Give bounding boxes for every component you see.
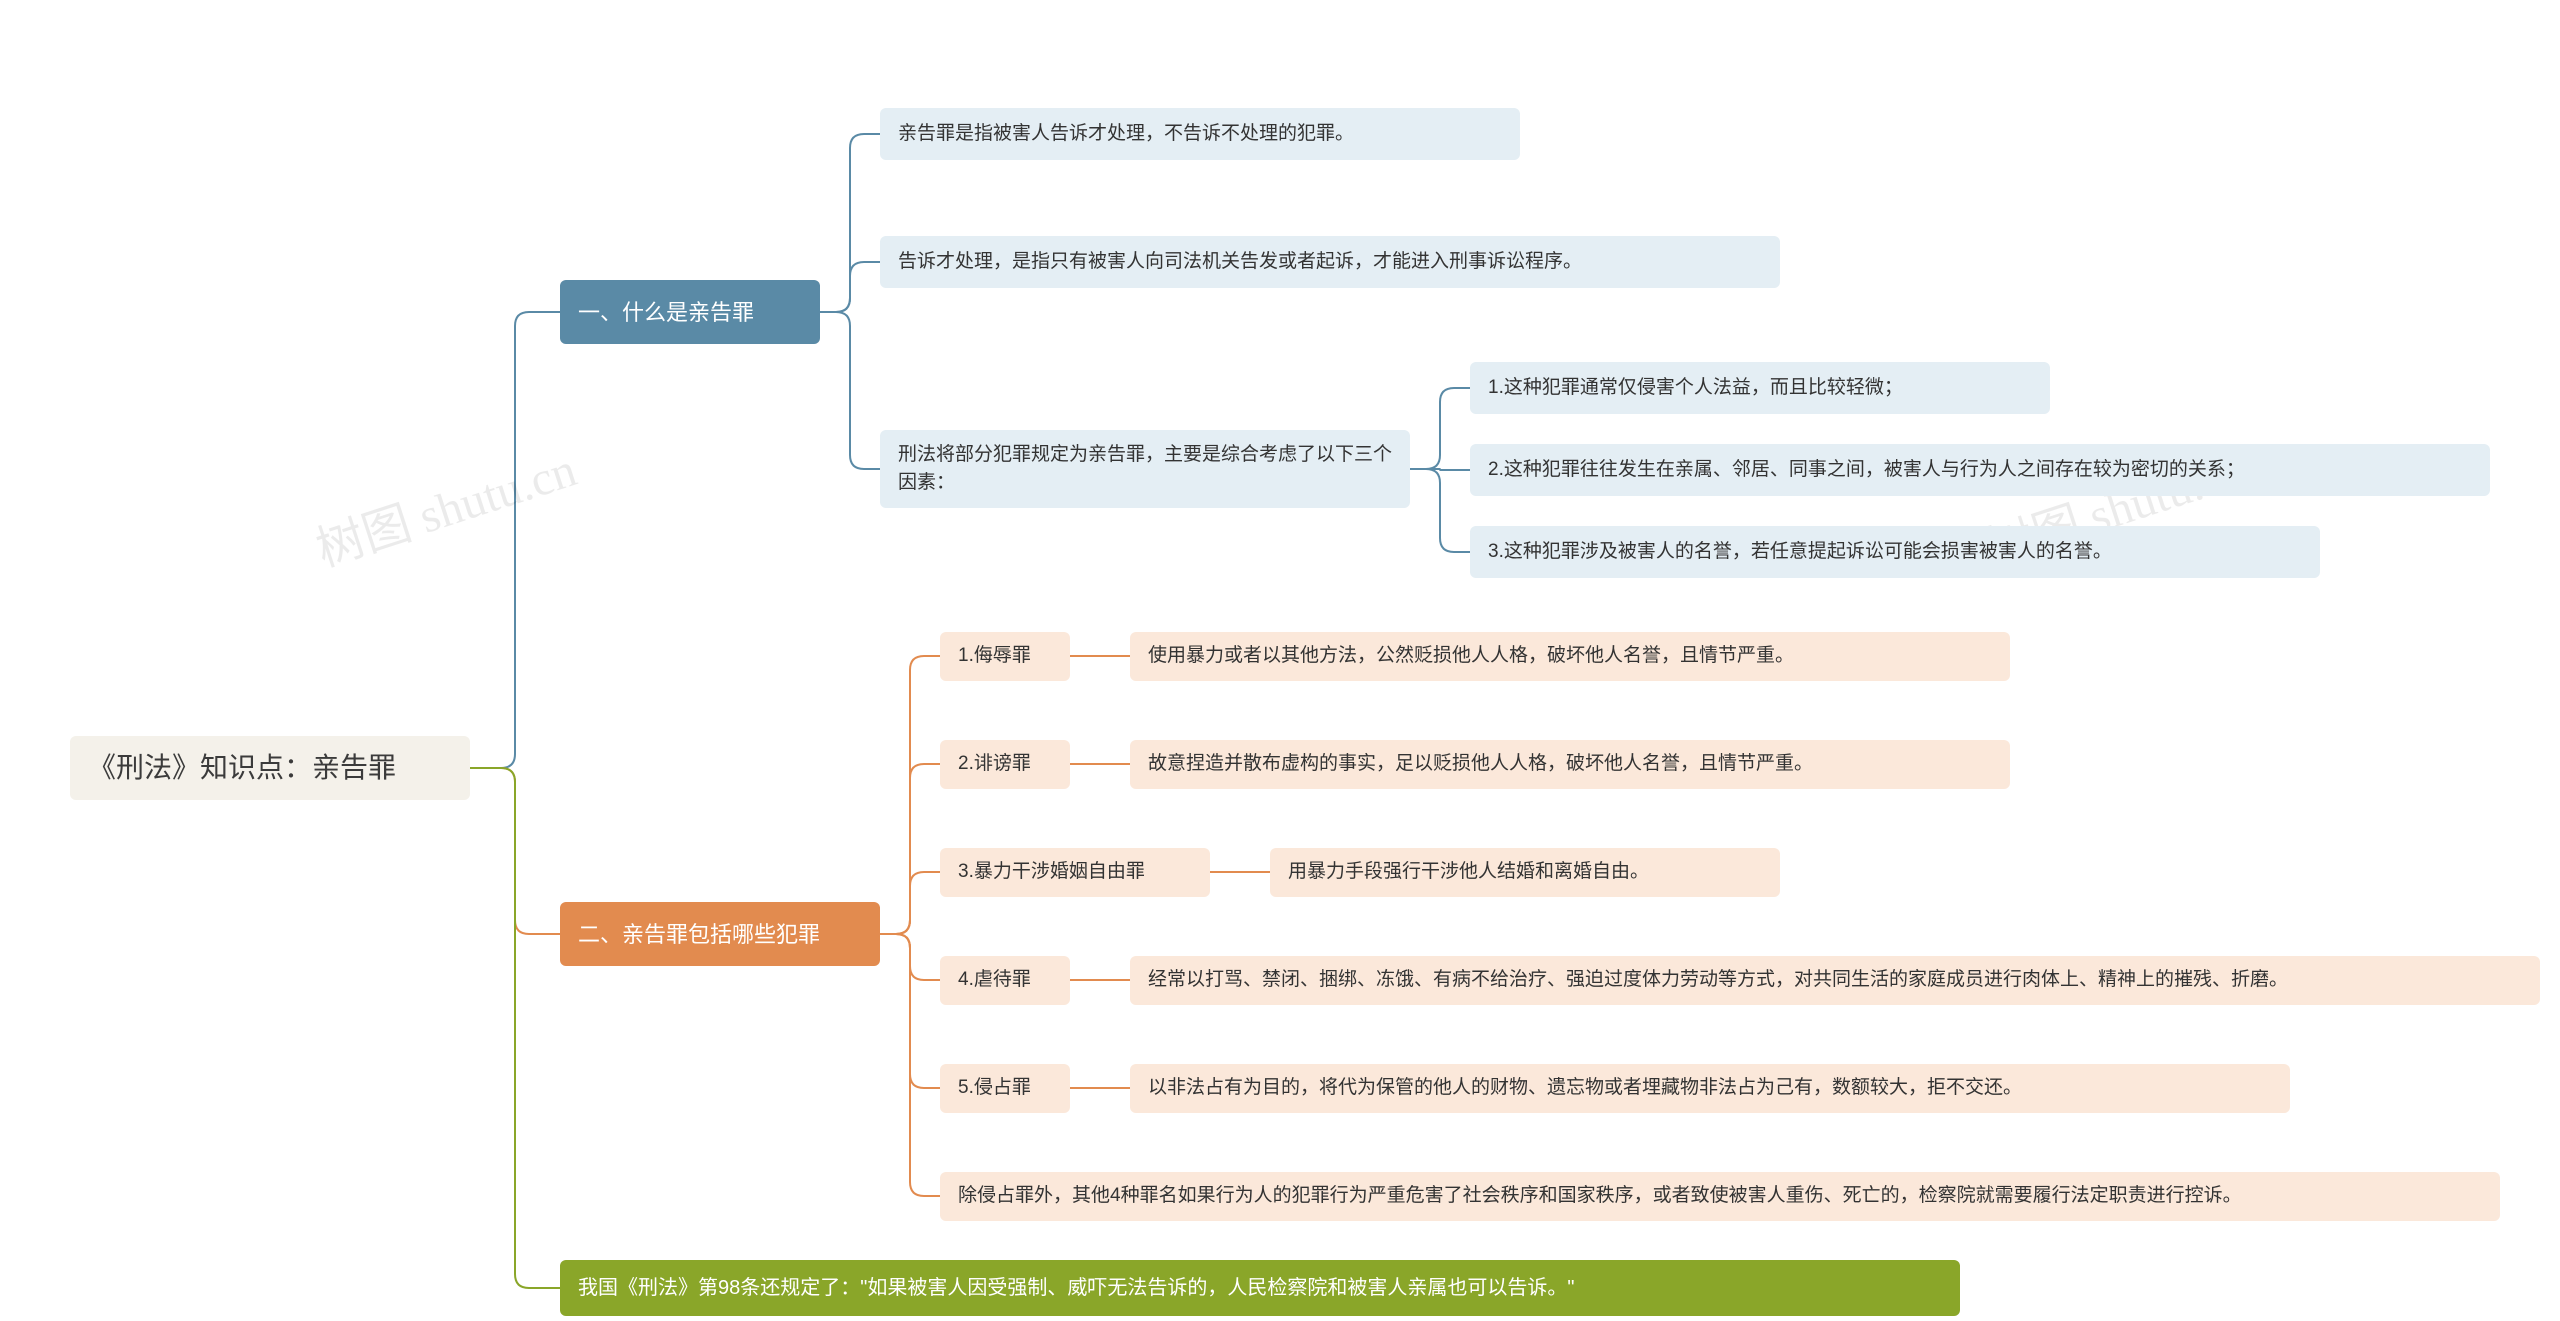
node-label: 以非法占有为目的，将代为保管的他人的财物、遗忘物或者埋藏物非法占为己有，数额较大…: [1148, 1074, 2022, 1103]
connector: [880, 934, 940, 1196]
watermark: 树图 shutu.cn: [306, 430, 584, 580]
connector: [820, 262, 880, 312]
node-label: 亲告罪是指被害人告诉才处理，不告诉不处理的犯罪。: [898, 120, 1354, 149]
connector: [880, 872, 940, 934]
connector: [820, 134, 880, 312]
node-label: 2.这种犯罪往往发生在亲属、邻居、同事之间，被害人与行为人之间存在较为密切的关系…: [1488, 456, 2245, 485]
node-label: 1.这种犯罪通常仅侵害个人法益，而且比较轻微；: [1488, 374, 1903, 403]
node-label: 使用暴力或者以其他方法，公然贬损他人人格，破坏他人名誉，且情节严重。: [1148, 642, 1794, 671]
node-label: 经常以打骂、禁闭、捆绑、冻饿、有病不给治疗、强迫过度体力劳动等方式，对共同生活的…: [1148, 966, 2288, 995]
mindmap-node: 3.这种犯罪涉及被害人的名誉，若任意提起诉讼可能会损害被害人的名誉。: [1470, 526, 2320, 578]
mindmap-node: 2.这种犯罪往往发生在亲属、邻居、同事之间，被害人与行为人之间存在较为密切的关系…: [1470, 444, 2490, 496]
node-label: 除侵占罪外，其他4种罪名如果行为人的犯罪行为严重危害了社会秩序和国家秩序，或者致…: [958, 1182, 2242, 1211]
node-label: 一、什么是亲告罪: [578, 296, 754, 329]
mindmap-node: 1.这种犯罪通常仅侵害个人法益，而且比较轻微；: [1470, 362, 2050, 414]
mindmap-node: 3.暴力干涉婚姻自由罪: [940, 848, 1210, 897]
mindmap-node: 刑法将部分犯罪规定为亲告罪，主要是综合考虑了以下三个因素：: [880, 430, 1410, 508]
mindmap-node: 使用暴力或者以其他方法，公然贬损他人人格，破坏他人名誉，且情节严重。: [1130, 632, 2010, 681]
node-label: 二、亲告罪包括哪些犯罪: [578, 918, 820, 951]
node-label: 2.诽谤罪: [958, 750, 1031, 779]
connector: [880, 764, 940, 934]
mindmap-node: 5.侵占罪: [940, 1064, 1070, 1113]
node-label: 1.侮辱罪: [958, 642, 1031, 671]
mindmap-node: 以非法占有为目的，将代为保管的他人的财物、遗忘物或者埋藏物非法占为己有，数额较大…: [1130, 1064, 2290, 1113]
node-label: 4.虐待罪: [958, 966, 1031, 995]
connector: [1410, 388, 1470, 469]
mindmap-node: 1.侮辱罪: [940, 632, 1070, 681]
mindmap-node: 4.虐待罪: [940, 956, 1070, 1005]
mindmap-node: 亲告罪是指被害人告诉才处理，不告诉不处理的犯罪。: [880, 108, 1520, 160]
mindmap-node: 我国《刑法》第98条还规定了："如果被害人因受强制、威吓无法告诉的，人民检察院和…: [560, 1260, 1960, 1316]
node-label: 用暴力手段强行干涉他人结婚和离婚自由。: [1288, 858, 1649, 887]
connector: [880, 934, 940, 1088]
mindmap-node: 故意捏造并散布虚构的事实，足以贬损他人人格，破坏他人名誉，且情节严重。: [1130, 740, 2010, 789]
node-label: 我国《刑法》第98条还规定了："如果被害人因受强制、威吓无法告诉的，人民检察院和…: [578, 1273, 1574, 1303]
node-label: 告诉才处理，是指只有被害人向司法机关告发或者起诉，才能进入刑事诉讼程序。: [898, 248, 1582, 277]
mindmap-node: 用暴力手段强行干涉他人结婚和离婚自由。: [1270, 848, 1780, 897]
node-label: 《刑法》知识点：亲告罪: [88, 747, 396, 789]
node-label: 刑法将部分犯罪规定为亲告罪，主要是综合考虑了以下三个因素：: [898, 441, 1392, 498]
node-label: 3.暴力干涉婚姻自由罪: [958, 858, 1145, 887]
mindmap-canvas: 树图 shutu.cn树图 shutu.cn《刑法》知识点：亲告罪一、什么是亲告…: [0, 0, 2560, 1321]
mindmap-node: 除侵占罪外，其他4种罪名如果行为人的犯罪行为严重危害了社会秩序和国家秩序，或者致…: [940, 1172, 2500, 1221]
mindmap-node: 一、什么是亲告罪: [560, 280, 820, 344]
connector: [880, 934, 940, 980]
connector: [470, 768, 560, 1288]
node-label: 3.这种犯罪涉及被害人的名誉，若任意提起诉讼可能会损害被害人的名誉。: [1488, 538, 2112, 567]
connector: [470, 312, 560, 768]
mindmap-node: 告诉才处理，是指只有被害人向司法机关告发或者起诉，才能进入刑事诉讼程序。: [880, 236, 1780, 288]
mindmap-node: 《刑法》知识点：亲告罪: [70, 736, 470, 800]
mindmap-node: 经常以打骂、禁闭、捆绑、冻饿、有病不给治疗、强迫过度体力劳动等方式，对共同生活的…: [1130, 956, 2540, 1005]
node-label: 5.侵占罪: [958, 1074, 1031, 1103]
connector: [1410, 469, 1470, 470]
mindmap-node: 二、亲告罪包括哪些犯罪: [560, 902, 880, 966]
mindmap-node: 2.诽谤罪: [940, 740, 1070, 789]
node-label: 故意捏造并散布虚构的事实，足以贬损他人人格，破坏他人名誉，且情节严重。: [1148, 750, 1813, 779]
connector: [470, 768, 560, 934]
connector: [880, 656, 940, 934]
connector: [1410, 469, 1470, 552]
connector: [820, 312, 880, 469]
